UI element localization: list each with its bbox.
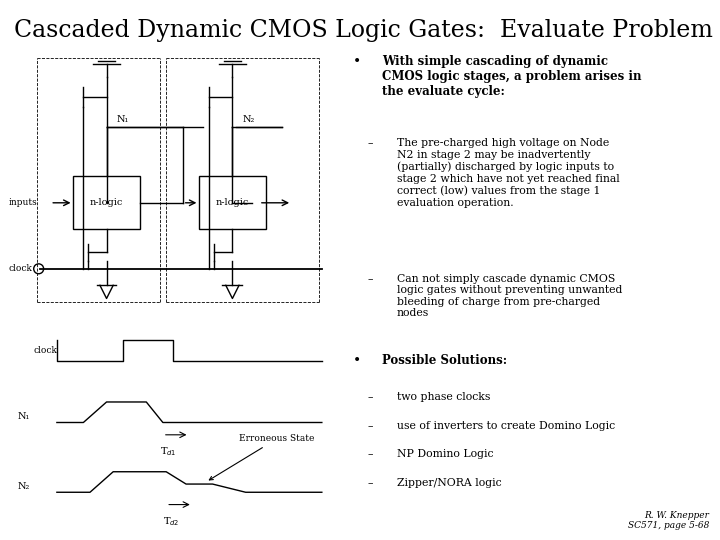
- Text: Zipper/NORA logic: Zipper/NORA logic: [397, 478, 502, 488]
- Text: n-logic: n-logic: [90, 198, 123, 207]
- Text: –: –: [368, 478, 373, 488]
- Text: N₁: N₁: [117, 114, 129, 124]
- Text: NP Domino Logic: NP Domino Logic: [397, 449, 493, 460]
- Text: N₁: N₁: [17, 412, 30, 421]
- Text: With simple cascading of dynamic
CMOS logic stages, a problem arises in
the eval: With simple cascading of dynamic CMOS lo…: [382, 55, 642, 98]
- Text: use of inverters to create Domino Logic: use of inverters to create Domino Logic: [397, 421, 615, 431]
- Text: –: –: [368, 274, 373, 284]
- Text: Possible Solutions:: Possible Solutions:: [382, 354, 508, 367]
- Text: T$_{d1}$: T$_{d1}$: [160, 445, 176, 458]
- Text: –: –: [368, 393, 373, 402]
- Text: clock: clock: [34, 346, 58, 355]
- Text: –: –: [368, 138, 373, 149]
- Text: Cascaded Dynamic CMOS Logic Gates:  Evaluate Problem: Cascaded Dynamic CMOS Logic Gates: Evalu…: [14, 19, 714, 42]
- Text: two phase clocks: two phase clocks: [397, 393, 490, 402]
- Text: •: •: [353, 354, 361, 368]
- Text: N₂: N₂: [17, 482, 30, 491]
- Text: R. W. Knepper
SC571, page 5-68: R. W. Knepper SC571, page 5-68: [628, 511, 709, 530]
- Text: •: •: [353, 55, 361, 69]
- Text: clock: clock: [9, 264, 32, 273]
- Text: inputs: inputs: [9, 198, 37, 207]
- Text: Erroneous State: Erroneous State: [210, 434, 315, 480]
- Bar: [199, 177, 266, 229]
- Text: Can not simply cascade dynamic CMOS
logic gates without preventing unwanted
blee: Can not simply cascade dynamic CMOS logi…: [397, 274, 622, 319]
- Text: n-logic: n-logic: [216, 198, 249, 207]
- Text: –: –: [368, 449, 373, 460]
- Bar: [73, 177, 140, 229]
- Text: N₂: N₂: [243, 114, 255, 124]
- Text: T$_{d2}$: T$_{d2}$: [163, 515, 179, 528]
- Text: –: –: [368, 421, 373, 431]
- Text: The pre-charged high voltage on Node
N2 in stage 2 may be inadvertently
(partial: The pre-charged high voltage on Node N2 …: [397, 138, 620, 207]
